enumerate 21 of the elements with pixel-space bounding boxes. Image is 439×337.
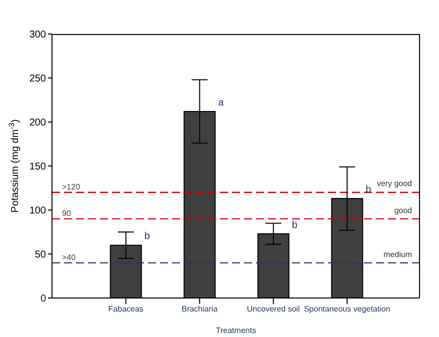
y-tick-label: 100 — [29, 206, 46, 217]
annotation: very good — [376, 179, 412, 190]
y-tick-label: 300 — [29, 30, 46, 41]
data-label: a — [218, 97, 224, 108]
x-tick-label: Spontaneous vegetation — [304, 304, 390, 314]
y-tick-label: 0 — [40, 294, 46, 305]
ref-line-label: >40 — [62, 252, 76, 262]
x-axis-title: Treatments — [216, 326, 256, 335]
annotation: good — [394, 206, 412, 216]
x-tick-label: Brachiaria — [182, 304, 218, 314]
x-tick-label: Fabaceas — [108, 304, 144, 314]
data-label: b — [292, 220, 298, 231]
y-tick-label: 150 — [29, 162, 46, 173]
y-tick-label: 50 — [34, 250, 46, 261]
data-label: b — [144, 231, 150, 242]
ref-line-label: 90 — [62, 208, 72, 218]
annotation: medium — [384, 250, 412, 260]
y-tick-label: 250 — [29, 74, 46, 85]
ref-line-label: >120 — [62, 182, 81, 192]
y-tick-label: 200 — [29, 118, 46, 129]
x-tick-label: Uncovered soil — [246, 304, 300, 314]
